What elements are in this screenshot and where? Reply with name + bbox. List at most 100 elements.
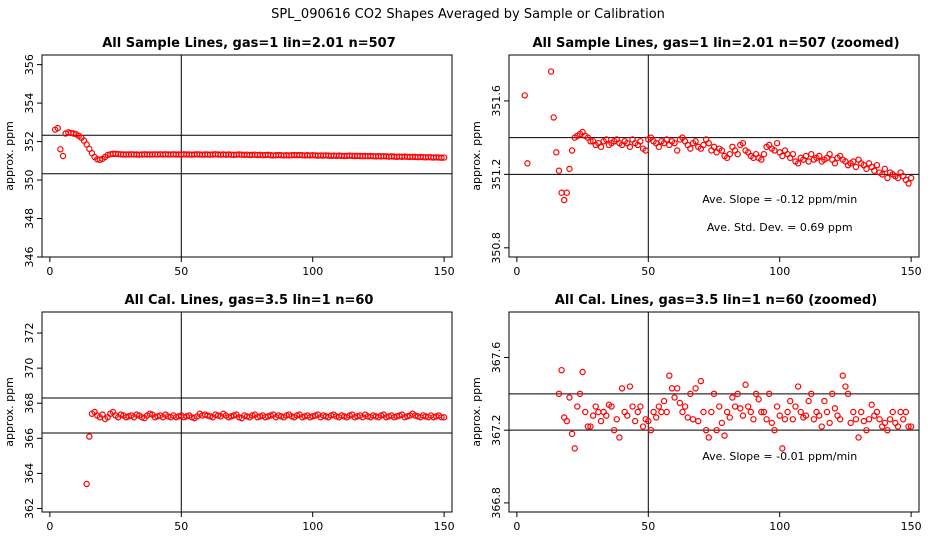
data-point (663, 408, 670, 416)
data-point (905, 423, 912, 430)
data-point (645, 417, 652, 425)
panel-cal-lines-zoomed: All Cal. Lines, gas=3.5 lin=1 n=60 (zoom… (470, 293, 922, 533)
data-point (695, 417, 702, 425)
data-point (595, 408, 602, 416)
data-point (781, 416, 789, 423)
y-tick-label: 366 (23, 428, 36, 449)
data-point (547, 68, 555, 75)
y-tick-label: 350.8 (490, 232, 503, 264)
y-tick-label: 354 (23, 93, 36, 114)
x-tick-label: 0 (46, 265, 53, 278)
data-point (789, 416, 797, 423)
data-point (684, 414, 691, 421)
data-point (568, 147, 576, 154)
panel-title: All Sample Lines, gas=1 lin=2.01 n=507 (102, 36, 396, 51)
data-point (597, 143, 605, 151)
data-point (771, 426, 778, 434)
x-tick-label: 50 (174, 265, 188, 278)
data-point (802, 152, 810, 160)
data-point (792, 403, 799, 410)
x-tick-label: 100 (769, 520, 790, 533)
data-point (718, 147, 726, 154)
data-point (868, 401, 875, 408)
data-point (631, 417, 639, 425)
plot-area: 0 50 100 150 346 348 350 352 354 356 (23, 54, 455, 278)
data-point (587, 423, 594, 430)
data-point (679, 408, 686, 416)
data-point (650, 408, 657, 416)
data-point (524, 160, 531, 167)
panel-sample-lines-zoomed: All Sample Lines, gas=1 lin=2.01 n=507 (… (470, 36, 922, 278)
data-point (765, 390, 773, 398)
data-point (779, 152, 786, 160)
data-point (726, 150, 733, 158)
panel-title: All Cal. Lines, gas=3.5 lin=1 n=60 (zoom… (555, 293, 877, 308)
y-tick-label: 350 (23, 170, 36, 191)
data-point (718, 419, 726, 427)
data-point (582, 408, 589, 416)
data-point (731, 403, 739, 410)
data-point (663, 136, 670, 143)
y-tick-label: 372 (23, 323, 36, 344)
data-point (884, 174, 891, 182)
y-tick-label: 352 (23, 131, 36, 152)
y-axis-label: approx. ppm (3, 377, 16, 447)
data-point (889, 408, 896, 416)
data-point (881, 419, 889, 427)
y-axis-label: approx. ppm (3, 121, 16, 191)
data-point (613, 416, 620, 423)
data-point (758, 408, 765, 416)
data-point (723, 408, 731, 416)
data-point (637, 403, 644, 410)
data-point (555, 390, 563, 398)
data-point (747, 408, 754, 416)
annotation: Ave. Slope = -0.12 ppm/min (702, 193, 857, 206)
data-point (902, 408, 910, 416)
data-point (634, 408, 641, 416)
data-point (687, 390, 694, 398)
data-point (802, 412, 810, 419)
data-point (907, 423, 915, 430)
data-point (708, 408, 715, 416)
data-point (873, 161, 881, 169)
data-point (815, 152, 823, 160)
data-point (705, 434, 712, 441)
data-point (855, 434, 862, 441)
data-point (831, 160, 839, 167)
data-point (440, 414, 448, 421)
y-axis-label: approx. ppm (470, 121, 483, 191)
data-point (521, 92, 528, 99)
data-point (710, 390, 718, 398)
data-point (576, 390, 584, 398)
x-tick-label: 50 (174, 520, 188, 533)
data-point (789, 150, 797, 158)
data-point (768, 419, 776, 427)
x-tick-label: 150 (434, 520, 455, 533)
data-point (750, 416, 757, 423)
data-point (668, 385, 676, 392)
data-point (760, 408, 768, 416)
data-point (905, 180, 912, 187)
data-point (810, 416, 818, 423)
data-point (808, 150, 815, 158)
plot-area: 0 50 100 150 362 364 366 368 370 372 (23, 311, 455, 533)
data-point (755, 396, 762, 403)
data-point (850, 408, 857, 416)
data-point (758, 156, 765, 163)
x-tick-label: 100 (302, 265, 323, 278)
data-point (59, 152, 67, 160)
data-point (894, 423, 902, 430)
data-point (771, 147, 778, 154)
data-point (676, 399, 684, 407)
y-tick-label: 364 (23, 463, 36, 484)
data-point (744, 403, 752, 410)
data-point (826, 419, 833, 427)
data-point (710, 143, 718, 151)
data-point (658, 408, 665, 416)
data-point (700, 141, 707, 149)
data-point (784, 408, 791, 416)
data-point (797, 408, 804, 416)
data-point (844, 390, 852, 398)
data-point (692, 138, 699, 145)
data-point (86, 433, 93, 440)
